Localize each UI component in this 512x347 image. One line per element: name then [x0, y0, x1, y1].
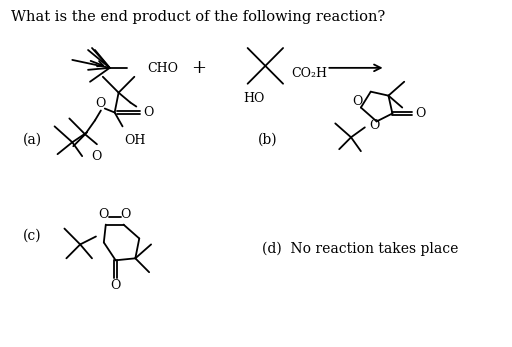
Text: O: O — [120, 208, 131, 221]
Text: (c): (c) — [23, 229, 41, 243]
Text: CHO: CHO — [147, 62, 178, 75]
Text: What is the end product of the following reaction?: What is the end product of the following… — [11, 10, 386, 24]
Text: O: O — [370, 119, 380, 132]
Text: (b): (b) — [258, 132, 277, 146]
Text: CO₂H: CO₂H — [291, 67, 327, 80]
Text: O: O — [143, 106, 153, 119]
Text: OH: OH — [124, 134, 146, 147]
Text: O: O — [91, 150, 101, 163]
Text: O: O — [99, 208, 109, 221]
Text: O: O — [415, 107, 425, 120]
Text: O: O — [352, 95, 362, 108]
Text: (a): (a) — [23, 132, 42, 146]
Text: O: O — [111, 279, 121, 291]
Text: (d)  No reaction takes place: (d) No reaction takes place — [262, 242, 459, 256]
Text: HO: HO — [243, 92, 264, 105]
Text: +: + — [191, 59, 206, 77]
Text: O: O — [96, 97, 106, 110]
